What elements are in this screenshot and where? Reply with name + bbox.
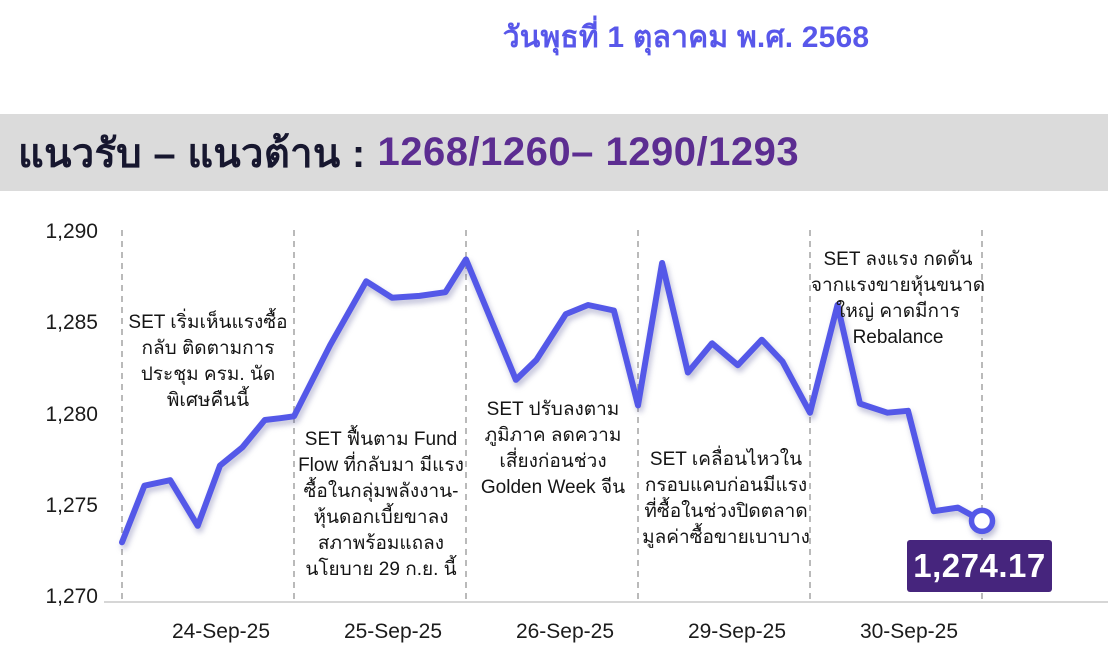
- y-tick-label: 1,290: [45, 220, 98, 243]
- annotation-24-sep: SET เริ่มเห็นแรงซื้อ กลับ ติดตามการ ประช…: [128, 312, 288, 411]
- last-value-badge: 1,274.17: [907, 540, 1052, 592]
- annotation-26-sep: SET ปรับลงตาม ภูมิภาค ลดความ เสี่ยงก่อนช…: [480, 399, 626, 498]
- annotation-25-sep: SET ฟื้นตาม Fund Flow ที่กลับมา มีแรง ซื…: [298, 429, 464, 580]
- support-resistance-label: แนวรับ – แนวต้าน :: [18, 131, 366, 176]
- x-axis-label: 29-Sep-25: [687, 620, 787, 643]
- y-tick-label: 1,275: [45, 493, 98, 517]
- price-line: [119, 256, 985, 546]
- y-tick-label: 1,270: [45, 585, 98, 608]
- annotation-29-sep: SET เคลื่อนไหวใน กรอบแคบก่อนมีแรง ที่ซื้…: [642, 449, 810, 548]
- annotation-30-sep: SET ลงแรง กดดัน จากแรงขายหุ้นขนาด ใหญ่ ค…: [810, 249, 986, 348]
- x-axis-label: 30-Sep-25: [859, 620, 959, 643]
- x-axis-label: 26-Sep-25: [515, 620, 615, 643]
- y-tick-label: 1,285: [45, 311, 98, 335]
- x-axis-label: 25-Sep-25: [343, 620, 443, 643]
- date-header: วันพุธที่ 1 ตุลาคม พ.ศ. 2568: [502, 21, 870, 54]
- y-tick-label: 1,280: [45, 402, 98, 426]
- last-point-marker: [968, 507, 996, 535]
- support-resistance-values: 1268/1260– 1290/1293: [377, 130, 800, 174]
- x-axis-label: 24-Sep-25: [171, 620, 271, 643]
- support-resistance-bar: แนวรับ – แนวต้าน : 1268/1260– 1290/1293: [0, 114, 1108, 191]
